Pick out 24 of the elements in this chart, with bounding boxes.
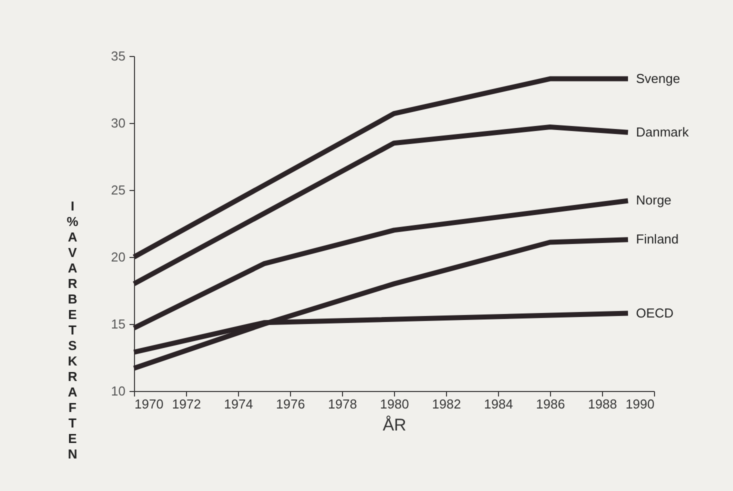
- x-tick-label: 1984: [484, 396, 513, 412]
- text: I % AV ARBETSKRAFTEN: [66, 198, 78, 462]
- x-tick-label: 1976: [276, 396, 305, 412]
- y-tick-label: 30: [111, 116, 126, 130]
- x-tick-label: 1990: [626, 396, 654, 412]
- x-axis-title: ÅR: [382, 416, 406, 434]
- x-tick-label: 1988: [588, 396, 617, 412]
- y-tick-label: 10: [111, 384, 126, 398]
- x-tick-label: 1970: [134, 396, 164, 412]
- y-tick-label: 20: [111, 250, 126, 264]
- x-tick-label: 1986: [536, 396, 565, 412]
- x-tick-label: 1980: [380, 396, 409, 412]
- x-tick-label: 1978: [328, 396, 357, 412]
- x-tick-label: 1982: [432, 396, 461, 412]
- series-label: OECD: [636, 305, 674, 320]
- series-label: Svenge: [636, 70, 680, 86]
- y-tick-label: 15: [111, 316, 126, 332]
- y-tick-label: 35: [111, 48, 126, 64]
- series-label: Finland: [636, 232, 679, 247]
- x-tick-label: 1972: [172, 396, 201, 412]
- series-label: Danmark: [636, 124, 690, 140]
- y-tick-label: 25: [111, 182, 126, 198]
- x-tick-label: 1974: [224, 396, 253, 412]
- series-label: Norge: [636, 192, 672, 208]
